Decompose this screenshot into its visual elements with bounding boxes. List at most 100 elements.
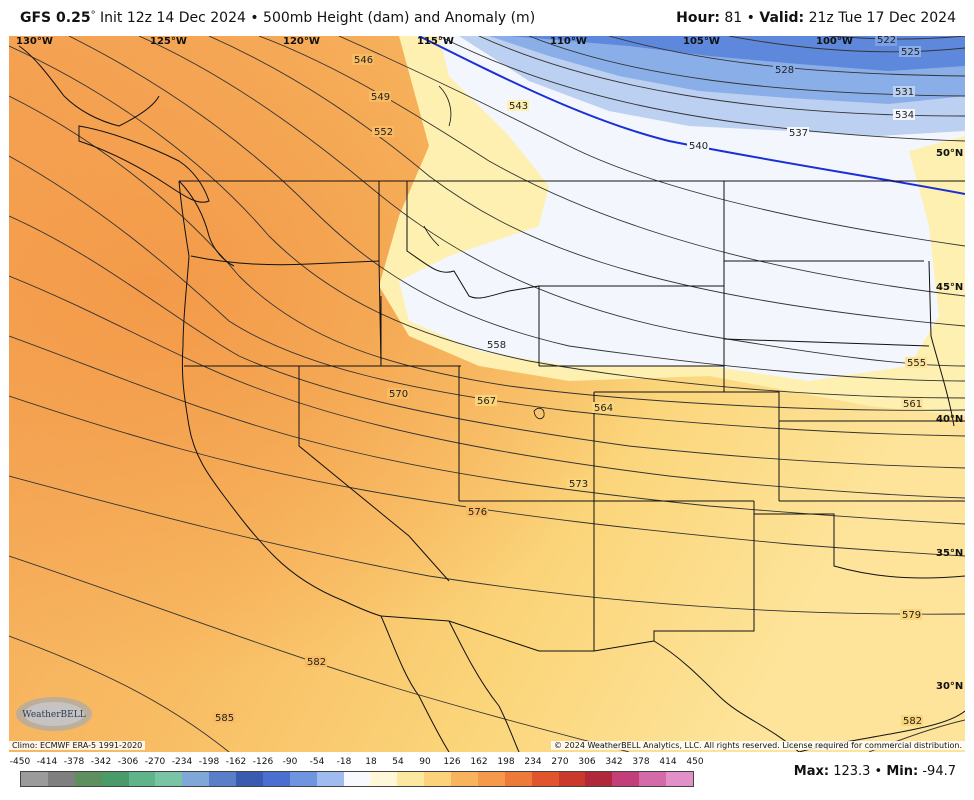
model-name: GFS 0.25 — [20, 10, 91, 26]
colorbar-swatch — [397, 772, 425, 786]
lake-1 — [438, 85, 452, 127]
salish-sea — [178, 180, 235, 267]
colorbar-ticks: -450 -414 -378 -342 -306 -270 -234 -198 … — [10, 757, 704, 769]
colorbar-swatch — [370, 772, 398, 786]
contour-label-group: 522 525 528 531 534 537 540 543 546 549 … — [213, 36, 927, 727]
colorbar-tick: 90 — [419, 757, 431, 767]
contour-543 — [338, 36, 965, 247]
colorbar-swatch — [209, 772, 236, 786]
contour-573 — [9, 335, 965, 525]
lon-label-100w: 100°W — [816, 36, 853, 47]
colorbar-swatch — [558, 772, 586, 786]
lon-label-105w: 105°W — [683, 36, 720, 47]
min-label: Min: — [886, 764, 919, 779]
lat-label-35n: 35°N — [936, 548, 963, 559]
contour-label-555: 555 — [907, 358, 926, 369]
border-idaho — [406, 181, 540, 366]
colorbar-swatch — [424, 772, 451, 786]
logo-text: WeatherBELL — [22, 710, 85, 720]
colorbar-tick: 198 — [497, 757, 515, 767]
colorbar-tick: -306 — [117, 757, 139, 767]
lakes — [423, 85, 545, 420]
contour-label-540: 540 — [689, 141, 708, 152]
colorbar-tick: -126 — [252, 757, 274, 767]
contour-546 — [258, 36, 965, 297]
colorbar-swatch — [21, 772, 48, 786]
colorbar-tick: 126 — [443, 757, 461, 767]
border-tx-mexico — [653, 640, 800, 752]
latitude-labels: 50°N 45°N 40°N 35°N 30°N — [936, 148, 963, 692]
baja-peninsula — [380, 615, 450, 752]
contour-label-528: 528 — [775, 65, 794, 76]
longitude-labels: 130°W 125°W 120°W 115°W 110°W 105°W 100°… — [16, 36, 853, 47]
lon-label-125w: 125°W — [150, 36, 187, 47]
colorbar-tick: -234 — [171, 757, 193, 767]
colorbar-swatch — [531, 772, 559, 786]
colorbar-swatch — [666, 772, 693, 786]
contour-564 — [9, 155, 965, 437]
contour-label-573: 573 — [569, 479, 588, 490]
colorbar-swatch — [182, 772, 210, 786]
lon-label-120w: 120°W — [283, 36, 320, 47]
contour-label-561: 561 — [903, 399, 922, 410]
colorbar-swatch — [289, 772, 317, 786]
colorbar-swatch — [612, 772, 640, 786]
colorbar-swatch — [316, 772, 344, 786]
logo-graphic: WeatherBELL — [16, 697, 92, 731]
hour-label: Hour: — [676, 10, 720, 26]
hour-value: 81 • — [719, 10, 760, 26]
colorbar-tick: 378 — [632, 757, 650, 767]
border-sd-ne — [723, 338, 930, 347]
colorbar-tick: 450 — [686, 757, 704, 767]
map-panel: 522 525 528 531 534 537 540 543 546 549 … — [9, 36, 965, 752]
contour-549 — [208, 36, 965, 327]
colorbar-swatch — [639, 772, 666, 786]
contour-582 — [9, 555, 630, 752]
colorbar-swatch — [343, 772, 371, 786]
contour-579 — [9, 475, 965, 615]
max-min-readout: Max: 123.3 • Min: -94.7 — [794, 764, 956, 779]
contour-label-522: 522 — [877, 36, 896, 46]
contour-528 — [608, 36, 965, 77]
contour-570 — [9, 275, 965, 499]
colorbar-swatch — [504, 772, 532, 786]
border-ca-nv — [298, 366, 450, 582]
colorbar-tick: -378 — [63, 757, 85, 767]
colorbar-tick: 342 — [605, 757, 623, 767]
colorbar-swatch — [47, 772, 75, 786]
contour-label-543: 543 — [509, 101, 528, 112]
border-az-mexico — [380, 615, 655, 652]
border-wa-or — [190, 255, 382, 367]
bc-coast — [18, 45, 160, 127]
lon-label-130w: 130°W — [16, 36, 53, 47]
height-contours — [9, 36, 965, 752]
max-value: 123.3 • — [829, 764, 887, 779]
map-canvas: 522 525 528 531 534 537 540 543 546 549 … — [9, 36, 965, 752]
max-label: Max: — [793, 764, 830, 779]
contour-534 — [478, 36, 965, 117]
colorbar-swatch — [451, 772, 478, 786]
vancouver-island — [78, 125, 210, 203]
colorbar-tick: 18 — [365, 757, 377, 767]
lon-label-110w: 110°W — [550, 36, 587, 47]
contour-label-525: 525 — [901, 47, 920, 58]
border-mississippi — [928, 260, 955, 427]
contour-531 — [528, 36, 965, 97]
contour-552 — [138, 36, 965, 367]
contour-label-567: 567 — [477, 396, 496, 407]
valid-value: 21z Tue 17 Dec 2024 — [804, 10, 956, 26]
great-salt-lake — [533, 407, 545, 420]
lat-label-50n: 50°N — [936, 148, 963, 159]
valid-label: Valid: — [759, 10, 805, 26]
colorbar-tick: 306 — [578, 757, 596, 767]
contour-540 — [418, 36, 965, 195]
lon-label-115w: 115°W — [417, 36, 454, 47]
contour-label-570: 570 — [389, 389, 408, 400]
state-borders — [179, 180, 965, 752]
border-nm-tx — [653, 514, 755, 641]
colorbar-tick: 162 — [470, 757, 488, 767]
lat-label-30n: 30°N — [936, 681, 963, 692]
colorbar-tick: -270 — [144, 757, 166, 767]
colorbar-swatch — [101, 772, 129, 786]
colorbar-tick: -198 — [198, 757, 220, 767]
